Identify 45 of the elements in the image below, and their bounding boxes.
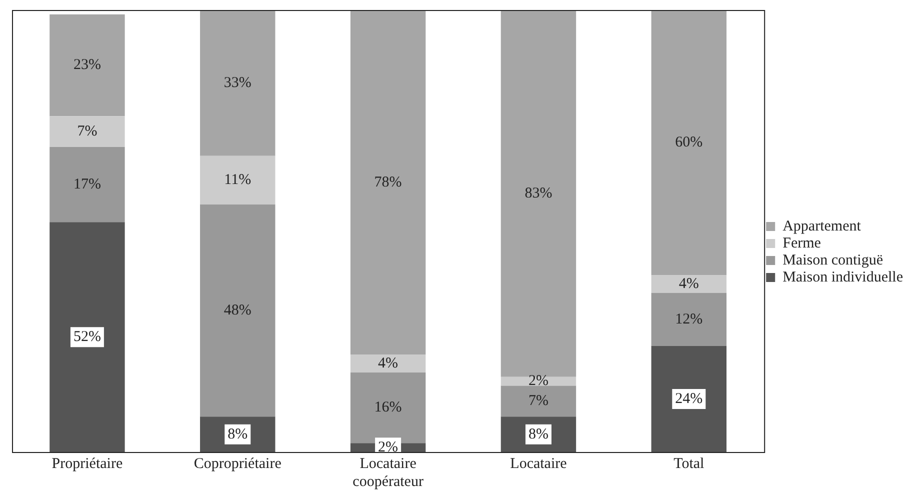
bar xyxy=(50,222,125,452)
data-label: 4% xyxy=(378,356,398,372)
legend-label: Maison individuelle xyxy=(782,269,904,286)
legend-label: Maison contiguë xyxy=(782,252,884,268)
bar xyxy=(200,156,276,204)
data-label: 83% xyxy=(524,185,552,202)
data-label: 17% xyxy=(73,176,101,193)
x-tick-label: Locataire xyxy=(510,456,568,472)
x-tick-label: Copropriétaire xyxy=(194,456,282,472)
bar xyxy=(651,10,726,276)
bar xyxy=(200,10,276,156)
data-label: 48% xyxy=(224,302,252,318)
bar xyxy=(50,14,125,116)
data-label: 60% xyxy=(675,134,703,151)
bar xyxy=(500,10,576,377)
data-label: 4% xyxy=(678,276,699,292)
data-label: 78% xyxy=(374,174,402,190)
data-label: 52% xyxy=(73,329,101,346)
data-label: 12% xyxy=(675,311,703,328)
bar xyxy=(500,386,576,417)
data-label: 2% xyxy=(378,440,398,456)
data-label: 16% xyxy=(374,400,402,416)
data-label: 7% xyxy=(77,123,98,140)
bar xyxy=(50,147,125,222)
bar xyxy=(651,275,726,293)
x-tick-label: Locataire coopérateur xyxy=(352,456,424,490)
data-label: 24% xyxy=(675,390,703,407)
data-label: 8% xyxy=(528,426,548,442)
bar xyxy=(350,354,426,372)
bar xyxy=(200,204,276,417)
x-tick-label: Propriétaire xyxy=(52,456,123,472)
bar xyxy=(350,10,426,355)
data-label: 33% xyxy=(224,74,252,91)
data-label: 8% xyxy=(228,426,248,442)
data-label: 11% xyxy=(224,172,252,188)
bar xyxy=(350,372,426,444)
bar xyxy=(651,346,726,452)
data-label: 2% xyxy=(528,373,548,390)
bar xyxy=(651,292,726,346)
bar xyxy=(50,116,125,148)
legend-label: Ferme xyxy=(782,235,822,252)
data-label: 7% xyxy=(528,393,548,410)
data-label: 23% xyxy=(73,57,101,74)
x-tick-label: Total xyxy=(674,456,704,472)
legend-label: Appartement xyxy=(782,218,862,234)
